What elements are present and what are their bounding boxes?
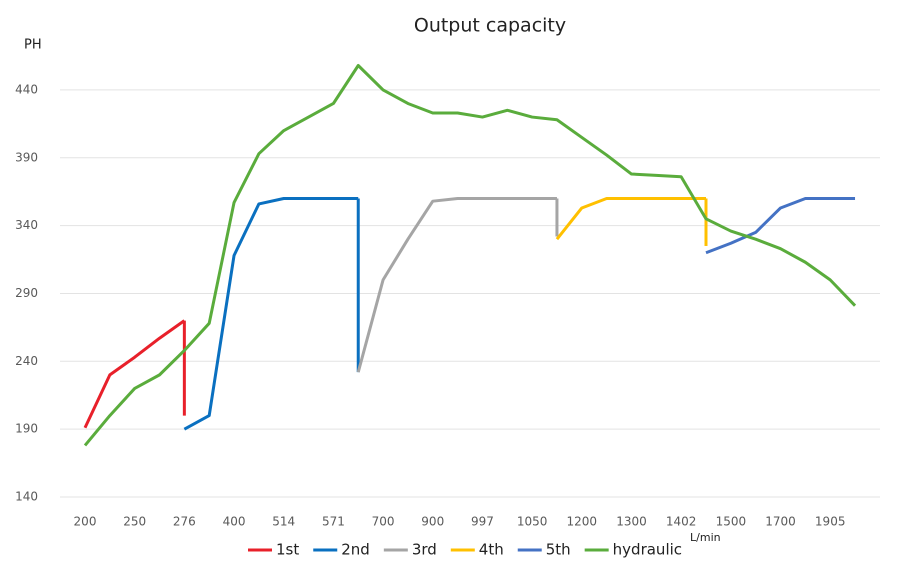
x-tick-label: 276 (173, 515, 196, 529)
legend-label: hydraulic (613, 541, 682, 559)
legend-label: 4th (479, 541, 504, 559)
x-tick-label: 1200 (567, 515, 598, 529)
x-tick-label: 900 (421, 515, 444, 529)
chart-title: Output capacity (414, 15, 566, 37)
x-tick-label: 571 (322, 515, 345, 529)
x-tick-label: 1905 (815, 515, 846, 529)
x-tick-label: 1700 (765, 515, 796, 529)
legend-label: 1st (276, 541, 299, 559)
series-line (83, 319, 186, 429)
x-tick-label: 1500 (716, 515, 747, 529)
x-axis-label: L/min (690, 531, 721, 544)
x-tick-label: 400 (223, 515, 246, 529)
series-line (555, 196, 706, 241)
x-tick-label: 1050 (517, 515, 548, 529)
y-tick-label: 140 (15, 490, 38, 504)
y-tick-label: 190 (15, 422, 38, 436)
series-line (183, 196, 359, 431)
x-tick-label: 514 (272, 515, 295, 529)
y-tick-label: 240 (15, 354, 38, 368)
legend-label: 5th (546, 541, 571, 559)
y-tick-label: 290 (15, 286, 38, 300)
x-tick-label: 200 (74, 515, 97, 529)
y-tick-label: 440 (15, 82, 38, 96)
series-line (356, 196, 557, 373)
legend-label: 2nd (341, 541, 370, 559)
x-tick-label: 1300 (616, 515, 647, 529)
legend-label: 3rd (412, 541, 437, 559)
x-tick-label: 250 (123, 515, 146, 529)
y-tick-label: 340 (15, 218, 38, 232)
x-tick-label: 1402 (666, 515, 697, 529)
y-tick-label: 390 (15, 150, 38, 164)
series-line (705, 196, 856, 255)
series-line (83, 63, 857, 447)
y-axis-label: PH (24, 38, 42, 53)
x-tick-label: 700 (372, 515, 395, 529)
x-tick-label: 997 (471, 515, 494, 529)
